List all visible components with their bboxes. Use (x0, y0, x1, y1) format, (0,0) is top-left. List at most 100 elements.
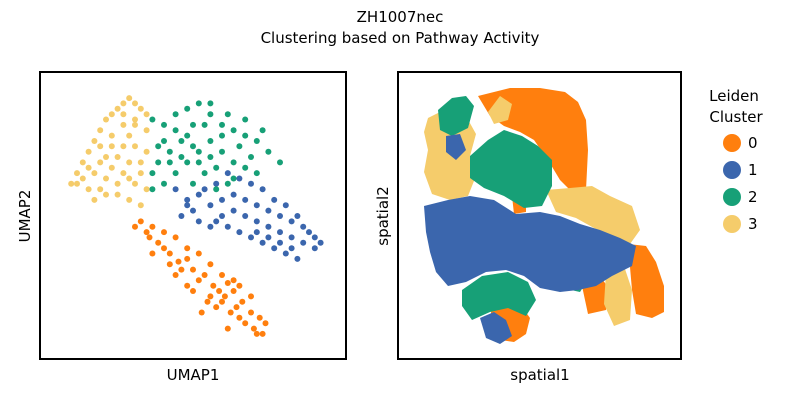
umap-point-cluster-2 (224, 111, 231, 118)
umap-point-cluster-1 (190, 207, 196, 214)
umap-point-cluster-3 (114, 154, 121, 160)
umap-point-cluster-1 (178, 213, 185, 219)
umap-point-cluster-1 (306, 229, 312, 236)
umap-point-cluster-2 (166, 159, 173, 166)
umap-point-cluster-0 (236, 282, 243, 289)
umap-point-cluster-0 (262, 320, 269, 327)
spatial-region-cluster-1-bottom (480, 312, 512, 344)
umap-point-cluster-0 (239, 298, 246, 305)
umap-point-cluster-2 (207, 100, 214, 107)
legend-title-line1: Leiden (709, 87, 759, 105)
umap-point-cluster-1 (224, 223, 231, 230)
umap-point-cluster-0 (143, 229, 150, 236)
umap-point-cluster-1 (288, 245, 295, 252)
spatial-x-axis-label: spatial1 (510, 366, 569, 384)
umap-point-cluster-3 (126, 196, 133, 203)
umap-point-cluster-3 (114, 105, 121, 112)
umap-point-cluster-3 (74, 170, 80, 177)
umap-point-cluster-2 (259, 127, 266, 134)
umap-point-cluster-0 (230, 288, 237, 294)
umap-point-cluster-0 (195, 277, 202, 284)
umap-point-cluster-0 (201, 272, 208, 278)
umap-point-cluster-3 (103, 154, 109, 160)
umap-point-cluster-1 (242, 213, 249, 219)
umap-x-axis-label: UMAP1 (167, 366, 220, 384)
umap-point-cluster-0 (172, 234, 179, 241)
umap-point-cluster-1 (294, 213, 301, 219)
umap-point-cluster-2 (195, 148, 202, 155)
umap-points (68, 95, 324, 337)
umap-point-cluster-3 (126, 132, 133, 139)
umap-point-cluster-1 (201, 186, 208, 193)
umap-point-cluster-0 (256, 314, 263, 321)
umap-point-cluster-1 (230, 191, 237, 198)
umap-point-cluster-1 (317, 239, 324, 246)
umap-point-cluster-1 (311, 245, 318, 252)
umap-point-cluster-3 (143, 127, 150, 134)
umap-point-cluster-1 (271, 245, 278, 252)
umap-point-cluster-2 (190, 180, 196, 187)
umap-point-cluster-1 (277, 239, 283, 246)
umap-point-cluster-1 (184, 196, 191, 203)
legend-marker-0 (723, 134, 741, 152)
umap-point-cluster-3 (143, 148, 150, 155)
umap-point-cluster-1 (265, 207, 272, 214)
umap-point-cluster-0 (172, 272, 179, 278)
umap-point-cluster-1 (294, 255, 301, 262)
umap-point-cluster-1 (236, 229, 243, 236)
umap-point-cluster-2 (161, 121, 167, 128)
spatial-region-cluster-2-top (438, 96, 474, 136)
umap-point-cluster-3 (120, 143, 127, 150)
umap-point-cluster-3 (114, 191, 121, 198)
legend-items: 0 1 2 3 (723, 134, 758, 233)
umap-point-cluster-1 (172, 186, 179, 193)
umap-point-cluster-1 (300, 223, 307, 230)
umap-point-cluster-3 (68, 180, 75, 187)
figure-title-line1: ZH1007nec (357, 8, 444, 26)
umap-point-cluster-1 (195, 218, 202, 225)
umap-point-cluster-2 (207, 111, 214, 118)
umap-point-cluster-3 (137, 202, 144, 209)
umap-point-cluster-0 (253, 330, 260, 337)
figure-title-line2: Clustering based on Pathway Activity (261, 29, 540, 47)
legend-label-1: 1 (748, 161, 758, 179)
umap-point-cluster-1 (224, 170, 231, 177)
umap-point-cluster-0 (190, 266, 196, 273)
umap-point-cluster-2 (161, 138, 167, 144)
umap-point-cluster-3 (132, 121, 138, 128)
umap-point-cluster-1 (282, 202, 289, 209)
umap-point-cluster-0 (204, 298, 211, 305)
umap-point-cluster-0 (175, 258, 182, 265)
umap-point-cluster-3 (120, 121, 127, 128)
umap-point-cluster-0 (166, 261, 173, 268)
umap-point-cluster-3 (108, 164, 115, 171)
umap-point-cluster-3 (137, 159, 144, 166)
umap-point-cluster-0 (216, 288, 223, 294)
umap-point-cluster-3 (97, 159, 104, 166)
umap-point-cluster-2 (207, 154, 214, 160)
umap-point-cluster-0 (213, 304, 220, 311)
umap-point-cluster-1 (248, 180, 254, 187)
umap-point-cluster-0 (184, 282, 191, 289)
legend-label-0: 0 (748, 134, 758, 152)
spatial-panel: spatial1 spatial2 (374, 71, 682, 384)
umap-point-cluster-2 (277, 159, 283, 166)
umap-point-cluster-2 (219, 132, 225, 139)
umap-point-cluster-3 (132, 180, 138, 187)
umap-point-cluster-3 (97, 186, 104, 193)
umap-point-cluster-2 (190, 143, 196, 150)
umap-point-cluster-3 (120, 170, 127, 177)
umap-point-cluster-1 (288, 218, 295, 225)
umap-point-cluster-3 (120, 111, 127, 118)
legend-title-line2: Cluster (709, 108, 763, 126)
umap-point-cluster-0 (184, 245, 191, 252)
umap-point-cluster-0 (227, 309, 234, 316)
umap-point-cluster-0 (219, 298, 225, 305)
umap-point-cluster-3 (108, 143, 115, 150)
umap-point-cluster-3 (79, 175, 86, 182)
umap-point-cluster-0 (242, 320, 249, 327)
umap-point-cluster-3 (74, 180, 80, 187)
umap-point-cluster-3 (126, 95, 133, 102)
umap-point-cluster-1 (207, 223, 214, 230)
